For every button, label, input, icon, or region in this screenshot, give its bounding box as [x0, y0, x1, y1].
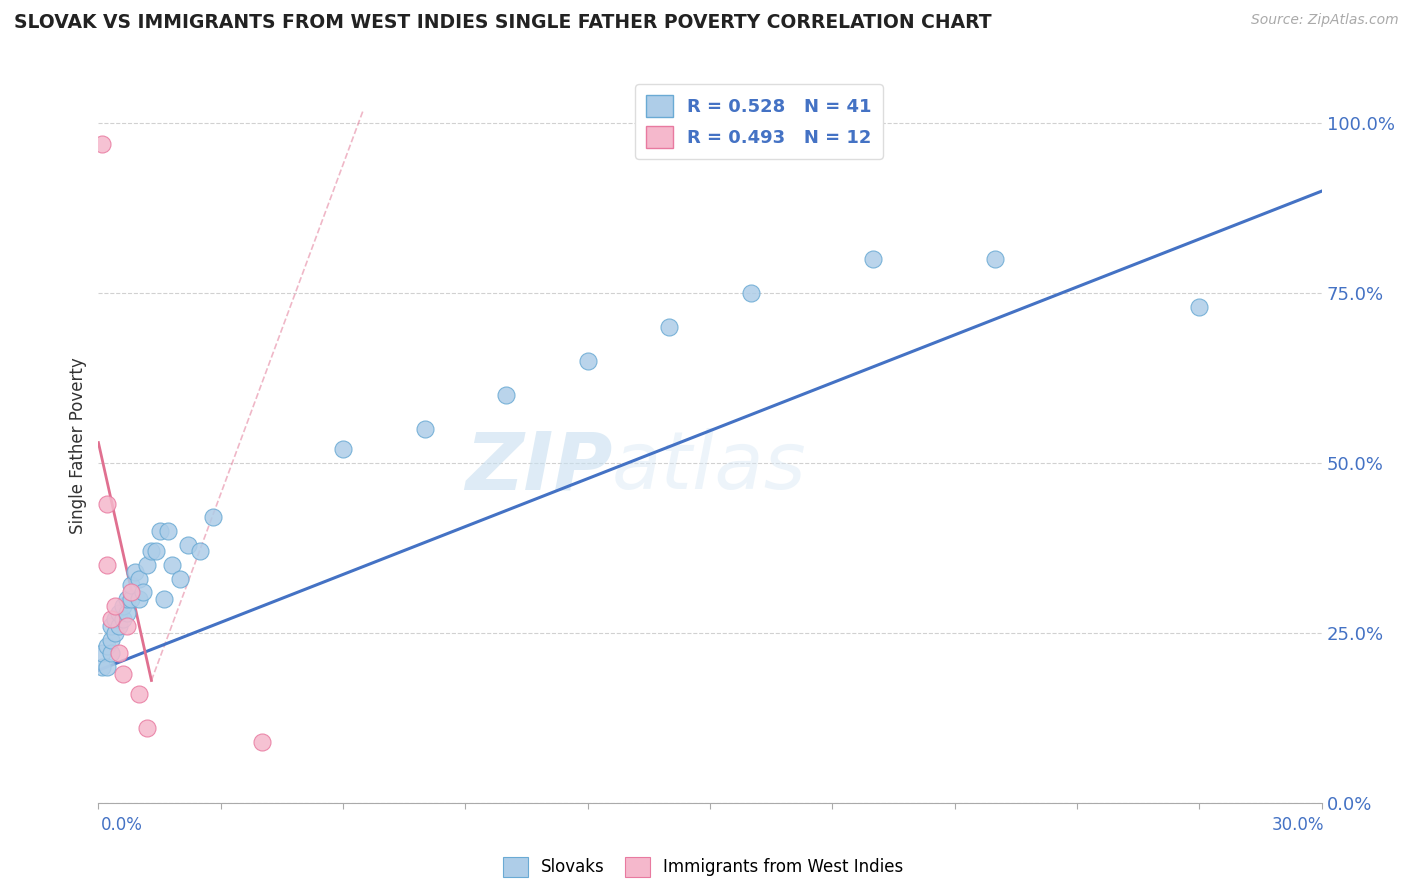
Text: atlas: atlas: [612, 428, 807, 507]
Legend: R = 0.528   N = 41, R = 0.493   N = 12: R = 0.528 N = 41, R = 0.493 N = 12: [636, 84, 883, 159]
Point: [177, 537, 200, 551]
Point: [100, 646, 122, 660]
Point: [120, 585, 142, 599]
Point: [1188, 300, 1211, 314]
Point: [115, 591, 138, 606]
Y-axis label: Single Father Poverty: Single Father Poverty: [69, 358, 87, 534]
Point: [108, 646, 131, 660]
Point: [169, 572, 191, 586]
Point: [120, 591, 142, 606]
Point: [495, 388, 517, 402]
Point: [576, 354, 599, 368]
Point: [332, 442, 354, 457]
Legend: Slovaks, Immigrants from West Indies: Slovaks, Immigrants from West Indies: [496, 850, 910, 884]
Text: SLOVAK VS IMMIGRANTS FROM WEST INDIES SINGLE FATHER POVERTY CORRELATION CHART: SLOVAK VS IMMIGRANTS FROM WEST INDIES SI…: [14, 13, 991, 32]
Point: [96, 497, 118, 511]
Text: Source: ZipAtlas.com: Source: ZipAtlas.com: [1251, 13, 1399, 28]
Point: [104, 626, 127, 640]
Point: [136, 721, 159, 735]
Point: [128, 572, 150, 586]
Point: [96, 558, 118, 572]
Point: [136, 558, 159, 572]
Point: [413, 422, 436, 436]
Point: [96, 660, 118, 674]
Point: [120, 578, 142, 592]
Point: [96, 640, 118, 654]
Text: 30.0%: 30.0%: [1272, 816, 1324, 834]
Point: [111, 666, 134, 681]
Point: [100, 612, 122, 626]
Point: [124, 565, 146, 579]
Point: [104, 599, 127, 613]
Point: [91, 660, 114, 674]
Point: [111, 612, 134, 626]
Point: [152, 591, 174, 606]
Point: [108, 619, 131, 633]
Text: 0.0%: 0.0%: [101, 816, 143, 834]
Point: [984, 252, 1007, 266]
Point: [188, 544, 212, 558]
Point: [132, 585, 155, 599]
Point: [201, 510, 224, 524]
Point: [100, 632, 122, 647]
Point: [108, 606, 131, 620]
Point: [100, 619, 122, 633]
Point: [115, 606, 138, 620]
Text: ZIP: ZIP: [465, 428, 612, 507]
Point: [128, 591, 150, 606]
Point: [91, 136, 114, 151]
Point: [149, 524, 172, 538]
Point: [141, 544, 163, 558]
Point: [128, 687, 150, 701]
Point: [156, 524, 179, 538]
Point: [104, 612, 127, 626]
Point: [91, 646, 114, 660]
Point: [160, 558, 183, 572]
Point: [111, 599, 134, 613]
Point: [115, 619, 138, 633]
Point: [658, 320, 681, 334]
Point: [740, 286, 762, 301]
Point: [145, 544, 167, 558]
Point: [250, 734, 273, 748]
Point: [862, 252, 884, 266]
